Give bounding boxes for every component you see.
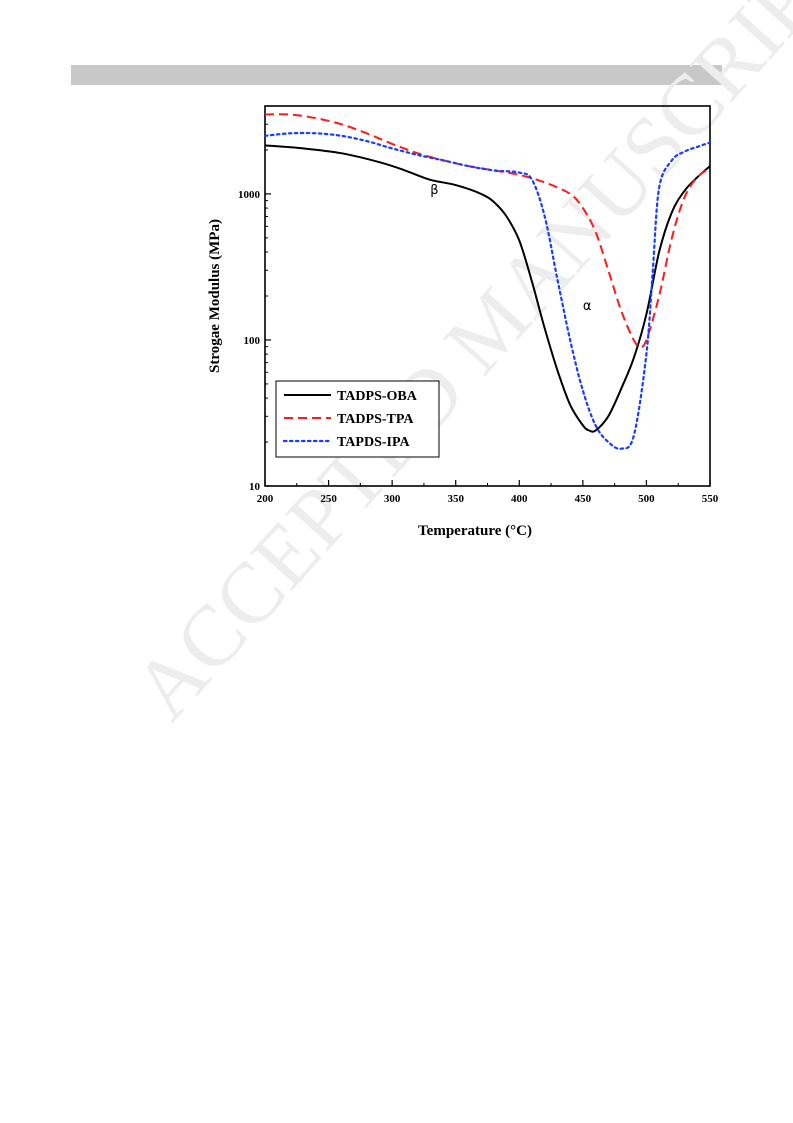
series-line-tadps-oba: [264, 144, 711, 433]
y-tick-label: 10: [249, 481, 261, 493]
series-line-tapds-ipa: [263, 131, 712, 450]
x-tick-label: 350: [447, 493, 464, 505]
y-axis-title: Strogae Modulus (MPa): [207, 219, 223, 373]
legend-label: TADPS-TPA: [337, 412, 414, 427]
y-tick-label: 1000: [238, 189, 261, 201]
x-tick-label: 500: [638, 493, 655, 505]
series-line-tadps-tpa: [264, 113, 711, 348]
annotation-label: α: [583, 299, 592, 314]
x-tick-label: 200: [257, 493, 274, 505]
y-tick-label: 100: [244, 335, 261, 347]
legend-label: TADPS-OBA: [337, 389, 418, 404]
x-tick-label: 300: [384, 493, 401, 505]
legend-label: TAPDS-IPA: [337, 435, 410, 450]
x-tick-label: 550: [702, 493, 719, 505]
header-bar: [71, 65, 722, 85]
x-axis-title: Temperature (°C): [418, 523, 532, 539]
x-tick-label: 450: [575, 493, 592, 505]
x-tick-label: 400: [511, 493, 528, 505]
x-tick-label: 250: [320, 493, 337, 505]
annotation-label: β: [430, 183, 438, 198]
